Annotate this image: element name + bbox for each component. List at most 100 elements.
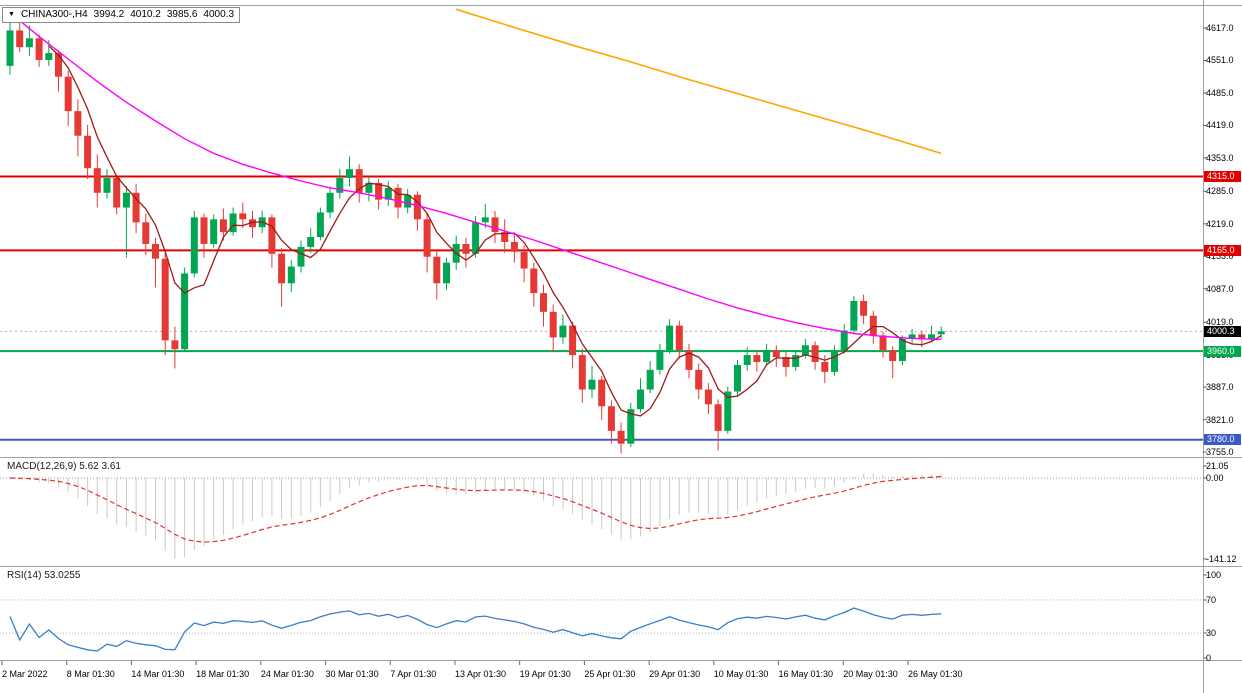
- candle-body: [35, 38, 43, 60]
- candle-body: [578, 355, 586, 390]
- candle-body: [801, 345, 809, 356]
- candle-body: [918, 334, 926, 339]
- candle-body: [6, 30, 14, 66]
- candle-body: [627, 409, 635, 444]
- candle-body: [74, 111, 82, 136]
- candle-body: [355, 169, 363, 193]
- candle-body: [646, 369, 654, 390]
- candle-body: [588, 379, 596, 390]
- candle-body: [598, 379, 606, 407]
- candle-body: [714, 404, 722, 431]
- ohlc-low: 3985.6: [166, 9, 198, 20]
- candle-body: [229, 213, 237, 233]
- rsi-line: [9, 607, 942, 652]
- candle-body: [734, 364, 741, 392]
- candle-body: [326, 192, 334, 213]
- ohlc-close: 4000.3: [203, 9, 235, 20]
- main-panel: [0, 8, 1203, 454]
- candle-body: [637, 389, 644, 410]
- candle-body: [763, 350, 771, 362]
- candle-body: [704, 389, 712, 405]
- collapse-icon[interactable]: ▼: [8, 11, 15, 18]
- rsi-panel: [0, 599, 1203, 652]
- candle-body: [84, 135, 92, 169]
- ohlc-high: 4010.2: [130, 9, 161, 20]
- candle-body: [743, 355, 751, 365]
- macd-panel: [0, 473, 1203, 559]
- candle-body: [190, 217, 198, 274]
- candle-body: [249, 219, 256, 228]
- candle-body: [869, 315, 877, 336]
- candle-body: [617, 430, 625, 444]
- candle-body: [171, 340, 179, 350]
- candle-body: [898, 338, 906, 362]
- candle-body: [55, 53, 62, 77]
- candle-body: [675, 325, 683, 351]
- candle-body: [860, 300, 868, 316]
- candle-body: [346, 169, 353, 179]
- candle-body: [840, 330, 848, 351]
- candle-body: [559, 325, 567, 338]
- candle-body: [772, 350, 780, 358]
- candle-body: [695, 369, 703, 390]
- candle-body: [433, 256, 441, 284]
- candle-body: [607, 406, 615, 431]
- candles-group: [6, 11, 945, 454]
- candle-body: [103, 178, 111, 193]
- candle-body: [569, 325, 577, 356]
- candle-body: [268, 217, 276, 254]
- long-ma-line: [455, 8, 942, 155]
- candle-body: [152, 243, 159, 259]
- candle-body: [889, 350, 897, 362]
- ohlc-open: 3994.2: [93, 9, 125, 20]
- candle-body: [443, 262, 450, 284]
- candle-body: [850, 300, 858, 331]
- candle-body: [307, 237, 315, 247]
- candle-body: [200, 217, 208, 244]
- candle-body: [413, 194, 421, 220]
- candle-body: [549, 311, 557, 338]
- candle-body: [297, 246, 305, 267]
- candle-body: [287, 266, 295, 284]
- candle-body: [540, 293, 547, 312]
- candle-body: [782, 357, 790, 367]
- candle-body: [278, 253, 286, 284]
- candle-body: [481, 217, 489, 223]
- candle-body: [666, 325, 674, 351]
- symbol-period: CHINA300-,H4: [20, 9, 88, 20]
- candle-body: [336, 178, 344, 193]
- candle-body: [472, 222, 480, 254]
- candle-body: [928, 334, 935, 339]
- candle-body: [510, 241, 518, 252]
- rsi-indicator-label: RSI(14) 53.0255: [7, 570, 81, 581]
- candle-body: [45, 53, 53, 60]
- candle-body: [491, 217, 499, 233]
- candle-body: [239, 213, 247, 220]
- symbol-info-box: ▼ CHINA300-,H4 3994.2 4010.2 3985.6 4000…: [2, 7, 241, 23]
- candle-body: [520, 251, 528, 269]
- candle-body: [724, 391, 732, 431]
- candle-body: [25, 38, 33, 48]
- candle-body: [365, 182, 373, 193]
- candle-body: [501, 232, 509, 242]
- candle-body: [93, 168, 101, 193]
- candle-body: [404, 194, 412, 208]
- candle-body: [113, 178, 121, 208]
- macd-histogram: [19, 473, 942, 559]
- candle-body: [219, 219, 227, 233]
- candle-body: [384, 187, 392, 200]
- candle-body: [210, 219, 218, 244]
- candle-body: [316, 212, 324, 238]
- candle-body: [161, 258, 169, 341]
- candle-body: [831, 350, 838, 372]
- candle-body: [142, 222, 150, 244]
- candle-body: [811, 345, 819, 362]
- candle-body: [879, 335, 887, 351]
- candle-body: [530, 268, 538, 294]
- candle-body: [16, 30, 24, 48]
- fast-ma-line: [48, 45, 942, 417]
- medium-ma-line: [9, 12, 942, 341]
- candle-body: [423, 219, 431, 257]
